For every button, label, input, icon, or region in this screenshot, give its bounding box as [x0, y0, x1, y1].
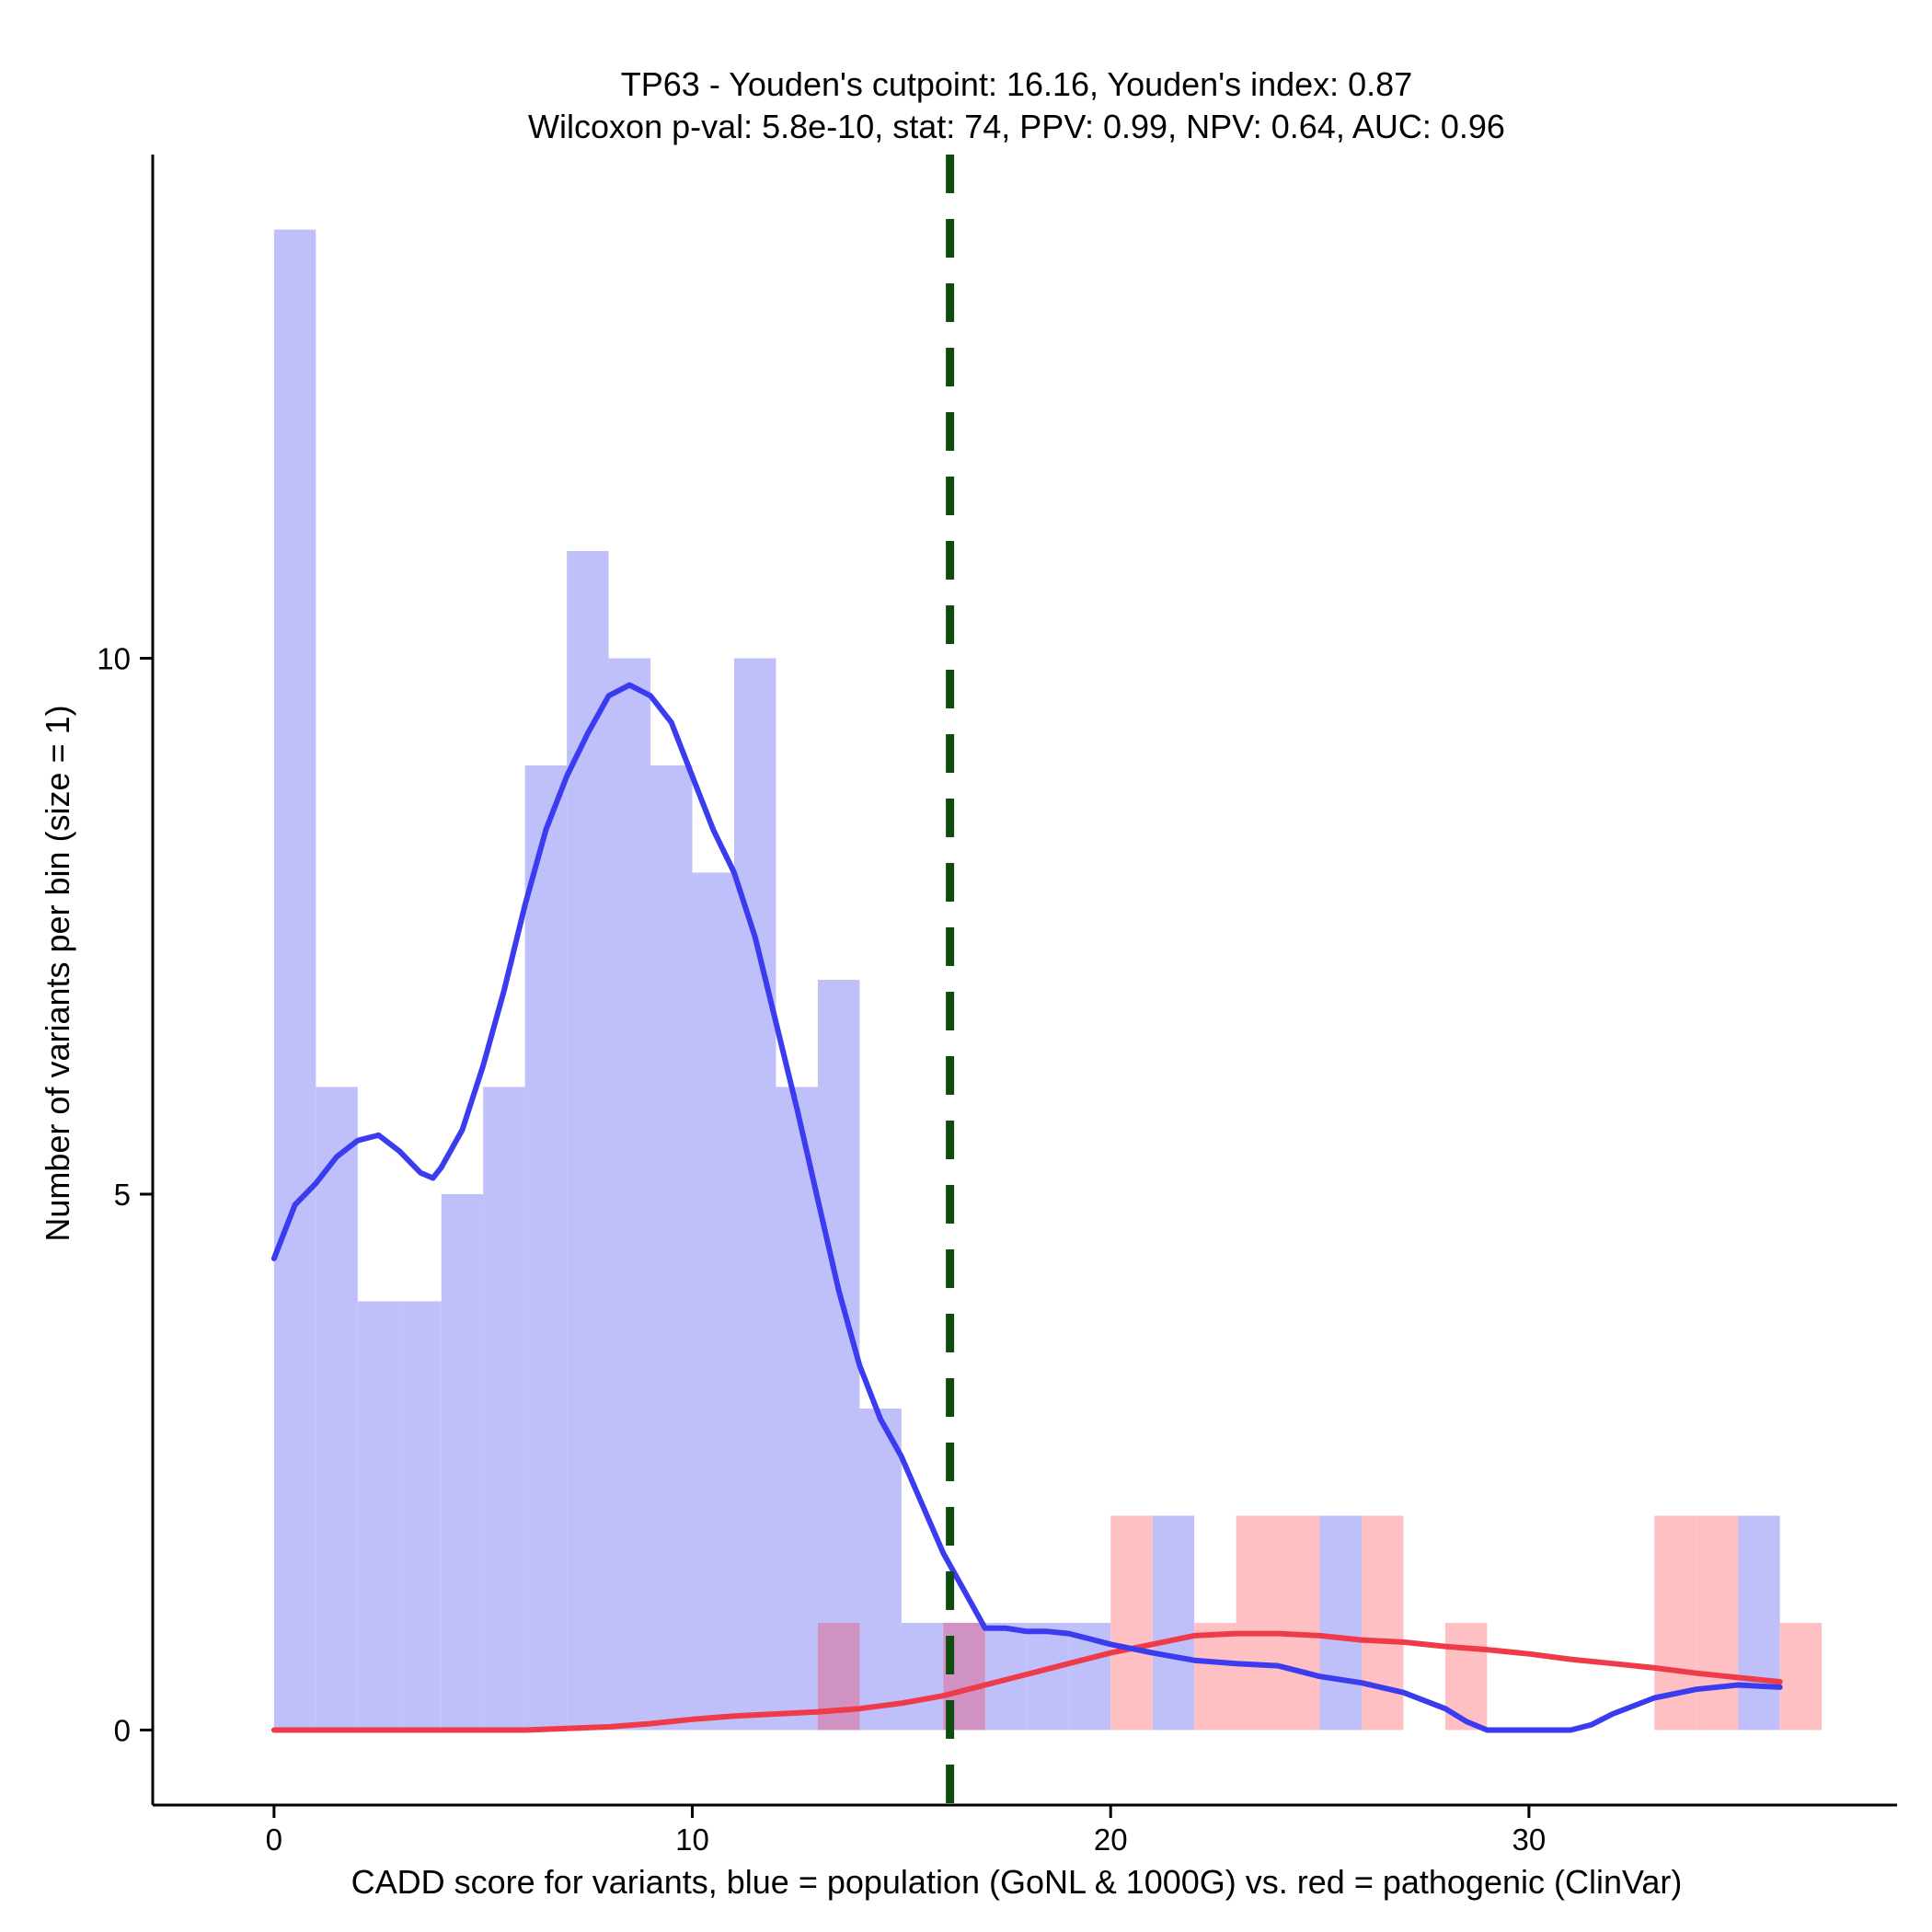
x-tick-label: 20 [1094, 1823, 1128, 1857]
population-bar-10 [692, 872, 734, 1731]
population-bar-25 [1319, 1515, 1363, 1731]
population-bar-9 [650, 765, 693, 1731]
x-axis-ticks: 0 10 20 30 [266, 1805, 1547, 1857]
population-bar-0 [273, 229, 316, 1731]
population-bars-group [273, 229, 1780, 1731]
pathogenic-bar-34 [1696, 1515, 1739, 1731]
population-bar-6 [524, 765, 568, 1731]
x-axis-label: CADD score for variants, blue = populati… [351, 1863, 1683, 1901]
pathogenic-bar-24 [1278, 1515, 1320, 1731]
population-bar-8 [608, 658, 651, 1731]
pathogenic-density-line [270, 1630, 1783, 1733]
population-bar-18 [1027, 1622, 1069, 1731]
population-bar-7 [567, 551, 609, 1731]
population-bar-5 [483, 1087, 525, 1731]
population-bar-35 [1738, 1515, 1780, 1731]
y-tick-label: 0 [114, 1713, 131, 1747]
population-bar-2 [357, 1301, 400, 1731]
population-bar-3 [399, 1301, 442, 1731]
pathogenic-bar-20 [1110, 1515, 1153, 1731]
chart-title-line-2: Wilcoxon p-val: 5.8e-10, stat: 74, PPV: … [528, 108, 1505, 145]
population-density-line [270, 682, 1783, 1733]
population-bar-1 [316, 1087, 358, 1731]
pathogenic-bar-22 [1194, 1622, 1236, 1731]
population-bar-12 [776, 1087, 818, 1731]
population-bar-14 [859, 1408, 902, 1731]
population-bar-11 [734, 658, 776, 1731]
x-tick-label: 30 [1512, 1823, 1547, 1857]
population-bar-15 [901, 1622, 944, 1731]
chart-title-line-1: TP63 - Youden's cutpoint: 16.16, Youden'… [621, 65, 1412, 103]
population-bar-21 [1152, 1515, 1195, 1731]
pathogenic-bar-26 [1362, 1515, 1404, 1731]
y-axis-ticks: 0 5 10 [97, 642, 153, 1747]
x-tick-label: 0 [266, 1823, 282, 1857]
population-bar-4 [441, 1193, 484, 1731]
pathogenic-bar-23 [1236, 1515, 1279, 1731]
y-axis-label: Number of variants per bin (size = 1) [39, 705, 76, 1241]
x-tick-label: 10 [675, 1823, 709, 1857]
pathogenic-bar-36 [1779, 1622, 1823, 1731]
y-tick-label: 10 [97, 642, 131, 676]
population-bar-13 [817, 980, 860, 1731]
y-tick-label: 5 [114, 1178, 131, 1212]
